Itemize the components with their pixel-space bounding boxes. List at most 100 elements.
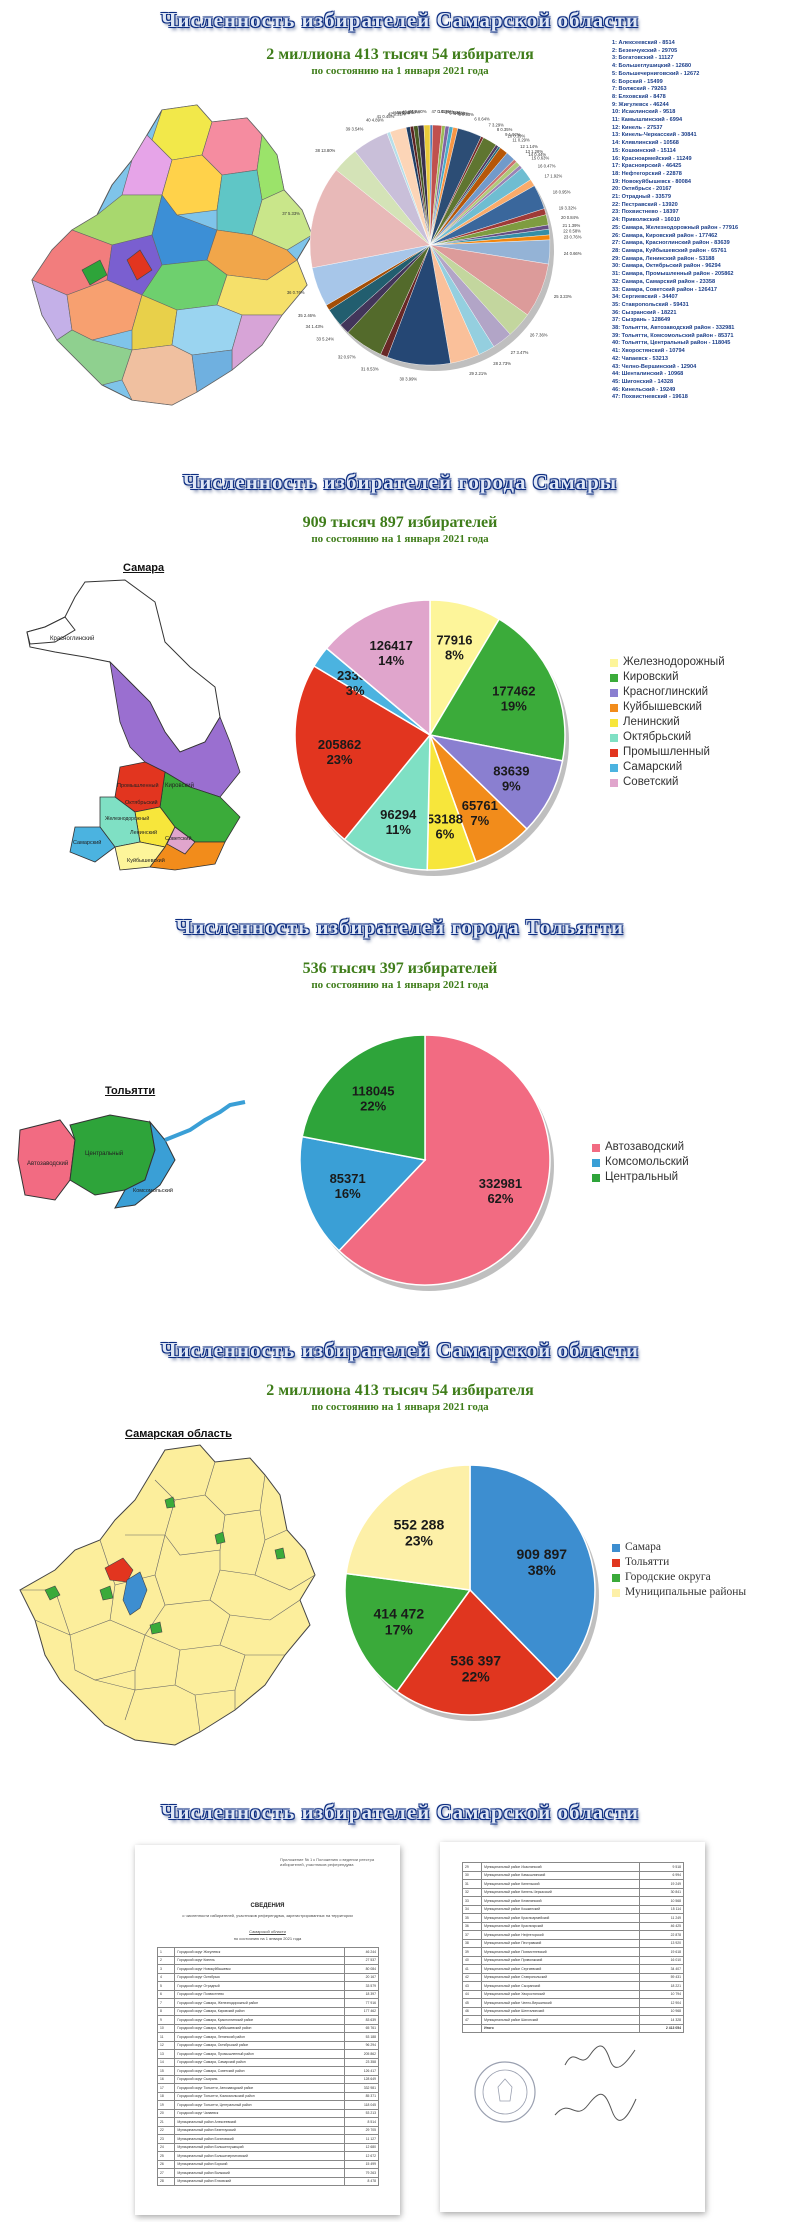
pie-outer-label: 6 0.64%: [474, 117, 490, 122]
table-row: 44 Муниципальный район Хворостянский 10 79…: [461, 1989, 684, 1999]
table-row: 32 Муниципальный район Кинель-Черкасский 3…: [461, 1887, 684, 1897]
legend-swatch: [612, 1543, 620, 1552]
legend-swatch: [592, 1158, 600, 1167]
legend-item: Тольятти: [612, 1555, 746, 1570]
legend-label: Центральный: [605, 1171, 679, 1183]
pie-outer-label: 2 1.23%: [445, 110, 461, 115]
table-cell: 18 221: [639, 1981, 684, 1991]
region-legend-item: 2: Безенчукский - 29705: [612, 47, 678, 54]
table-row: 34 Муниципальный район Кошкинский 15 114: [461, 1904, 684, 1914]
table-cell: 12 680: [343, 2142, 380, 2152]
table-cell: 30 841: [639, 1887, 684, 1897]
legend-label: Ленинский: [623, 716, 680, 728]
svg-text:Железнодорожный: Железнодорожный: [105, 815, 149, 822]
table-row: 37 Муниципальный район Нефтегорский 22 878: [461, 1930, 684, 1940]
table-cell: Муниципальный район Сызранский: [481, 1981, 641, 1991]
table-cell: Муниципальный район Красноярский: [481, 1921, 641, 1931]
table-cell: 6 994: [639, 1870, 684, 1880]
table-row: 39 Муниципальный район Похвистневский 19 6…: [461, 1947, 684, 1957]
table-cell: Городской округ Октябрьск: [174, 1972, 345, 1982]
table-row: 33 Муниципальный район Клявлинский 10 568: [461, 1896, 684, 1906]
pie-outer-label: 4 0.53%: [454, 111, 470, 116]
table-row: 43 Муниципальный район Сызранский 18 221: [461, 1981, 684, 1991]
region-legend-item: 18: Нефтегорский - 22878: [612, 170, 682, 177]
table-cell: Муниципальный район Нефтегорский: [481, 1930, 641, 1940]
table-row: 26 Муниципальный район Борский 15 499: [156, 2159, 380, 2169]
pie-outer-label: 3 0.46%: [449, 110, 465, 115]
table-cell: Городской округ Самара, Куйбышевский рай…: [174, 2023, 345, 2033]
pie-percent-label: 7%: [470, 813, 489, 828]
table-cell: 20: [156, 2108, 176, 2118]
legend-swatch: [612, 1573, 620, 1582]
table-cell: Муниципальный район Приволжский: [481, 1955, 641, 1965]
table-cell: Городской округ Отрадный: [174, 1981, 345, 1991]
legend-item: Муниципальные районы: [612, 1585, 746, 1600]
legend-label: Комсомольский: [605, 1156, 689, 1168]
table-row: 21 Муниципальный район Алексеевский 8 514: [156, 2117, 380, 2127]
pie-value-label: 414 472: [374, 1606, 425, 1622]
table-cell: 36: [461, 1921, 483, 1931]
table-cell: 118 045: [343, 2100, 380, 2110]
pie-outer-label: 47 0.81%: [431, 109, 449, 114]
table-cell: Муниципальный район Богатовский: [174, 2134, 345, 2144]
pie-slice: [325, 599, 431, 737]
pie-outer-label: 19 3.32%: [559, 206, 577, 211]
legend-swatch: [612, 1588, 620, 1597]
table-cell: 53 213: [343, 2108, 380, 2118]
region-legend-item: 23: Похвистнево - 18397: [612, 209, 679, 216]
samara-districts-map: Красноглинский Кировский Промышленный Ок…: [26, 579, 241, 871]
table-row: 13 Городской округ Самара, Промышленный р…: [156, 2049, 380, 2059]
table-cell: Городской округ Самара, Железнодорожный …: [174, 1998, 345, 2008]
table-row: 31 Муниципальный район Кинельский 19 249: [461, 1879, 684, 1889]
svg-text:Ленинский: Ленинский: [130, 829, 157, 836]
table-cell: Муниципальный район Волжский: [174, 2168, 345, 2178]
region-legend-item: 27: Самара, Красноглинский район - 83639: [612, 240, 730, 247]
legend-swatch: [592, 1173, 600, 1182]
table-cell: 35: [461, 1913, 483, 1923]
total-value: 2 413 054: [639, 2023, 684, 2033]
legend-item: Железнодорожный: [610, 655, 725, 670]
table-cell: Городской округ Самара, Промышленный рай…: [174, 2049, 345, 2059]
document-subtitle: о численности избирателей, участников ре…: [182, 1913, 353, 1918]
table-cell: Городской округ Тольятти, Комсомольский …: [174, 2091, 345, 2101]
table-cell: 33: [461, 1896, 483, 1906]
table-cell: 79 263: [343, 2168, 380, 2178]
table-row: 8 Городской округ Самара, Кировский район…: [156, 2006, 380, 2016]
pie-outer-label: 23 0.76%: [564, 234, 582, 239]
table-cell: 24: [156, 2142, 176, 2152]
region-legend-item: 32: Самара, Самарский район - 23358: [612, 278, 716, 285]
pie-outer-label: 1 0.35%: [438, 109, 454, 114]
table-row: 41 Муниципальный район Сергиевский 34 407: [461, 1964, 684, 1974]
table-total-row: Итого 2 413 054: [461, 2023, 684, 2033]
pie-percent-label: 19%: [501, 699, 527, 714]
table-cell: Городской округ Чапаевск: [174, 2108, 345, 2118]
table-cell: 77 916: [343, 1998, 380, 2008]
region-legend: 1: Алексеевский - 8514 2: Безенчукский - …: [612, 40, 800, 402]
table-row: 38 Муниципальный район Пестравский 13 920: [461, 1938, 684, 1948]
table-cell: 20 167: [343, 1972, 380, 1982]
pie-slice: [395, 1588, 559, 1716]
table-cell: 15 499: [343, 2159, 380, 2169]
pie-slice: [428, 618, 566, 762]
region-legend-item: 22: Пестравский - 13920: [612, 201, 678, 208]
table-cell: 85 371: [343, 2091, 380, 2101]
table-cell: 44: [461, 1989, 483, 1999]
legend-item: Советский: [610, 775, 725, 790]
svg-text:Красноглинский: Красноглинский: [50, 635, 94, 642]
table-row: 6 Городской округ Похвистнево 18 397: [156, 1989, 380, 1999]
table-cell: 10 568: [639, 1896, 684, 1906]
pie-outer-label: 22 0.58%: [563, 229, 581, 234]
pie-outer-label: 41 0.45%: [377, 114, 395, 119]
region-legend-item: 17: Красноярский - 46425: [612, 163, 682, 170]
pie-slice: [309, 169, 431, 269]
pie-value-label: 205862: [318, 737, 361, 752]
table-cell: Муниципальный район Сергиевский: [481, 1964, 641, 1974]
region-legend-item: 37: Сызрань - 128649: [612, 317, 671, 324]
section4-date: по состоянию на 1 января 2021 года: [311, 1401, 489, 1413]
table-row: 16 Городской округ Сызрань 128 649: [156, 2074, 380, 2084]
pie-outer-label: 35 2.46%: [298, 313, 316, 318]
table-cell: Городской округ Похвистнево: [174, 1989, 345, 1999]
table-cell: Муниципальный район Клявлинский: [481, 1896, 641, 1906]
legend-label: Самарский: [623, 761, 683, 773]
legend-label: Городские округа: [625, 1571, 711, 1583]
